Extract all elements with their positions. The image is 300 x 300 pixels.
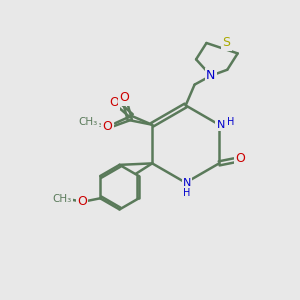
Text: H: H (227, 117, 234, 127)
Text: CH₃: CH₃ (53, 194, 72, 204)
Text: O: O (103, 120, 112, 133)
Text: O: O (77, 195, 87, 208)
Text: N: N (183, 178, 191, 188)
Text: S: S (223, 36, 230, 50)
Text: N: N (216, 120, 225, 130)
Text: CH₃: CH₃ (79, 117, 98, 127)
Text: CH₃: CH₃ (83, 119, 102, 129)
Text: O: O (119, 92, 129, 104)
Text: O: O (103, 121, 112, 134)
Text: O: O (235, 152, 245, 165)
Text: O: O (109, 96, 119, 109)
Text: N: N (206, 69, 216, 82)
Text: H: H (184, 188, 191, 198)
